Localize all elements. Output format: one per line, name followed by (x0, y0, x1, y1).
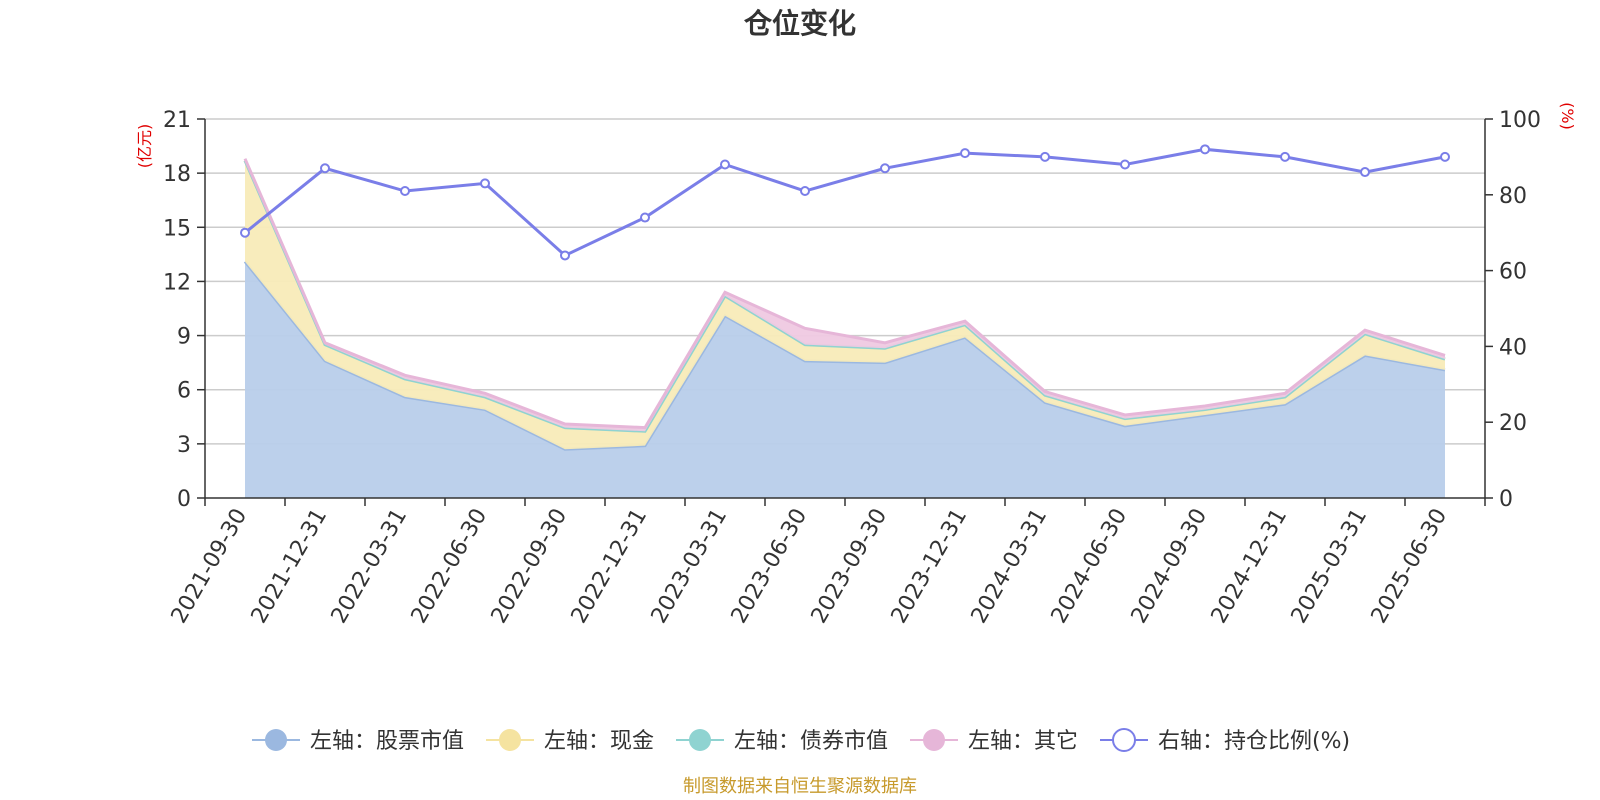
holding-ratio-point (720, 159, 730, 170)
left-tick-label: 6 (177, 379, 191, 404)
legend-swatch-marker (499, 729, 521, 751)
x-tick-label: 2021-12-31 (247, 505, 333, 628)
holding-ratio-point (960, 148, 970, 159)
holding-ratio-point (1120, 159, 1130, 170)
stacked-areas (243, 158, 1446, 498)
legend-label: 左轴：现金 (544, 729, 654, 754)
holding-ratio-point (1280, 151, 1290, 162)
holding-ratio-point (800, 186, 810, 197)
holding-ratio-line (244, 147, 1446, 258)
holding-ratio-point (560, 250, 570, 261)
x-tick-label: 2024-09-30 (1127, 505, 1213, 628)
legend-item: 左轴：其它 (910, 729, 1078, 754)
right-tick-label: 80 (1499, 184, 1527, 209)
x-tick-label: 2022-06-30 (407, 505, 493, 628)
source-note: 制图数据来自恒生聚源数据库 (683, 776, 917, 797)
x-tick-label: 2024-06-30 (1047, 505, 1133, 628)
holding-ratio-point (1200, 144, 1210, 155)
legend-label: 左轴：债券市值 (734, 729, 888, 754)
legend-swatch-marker (923, 729, 945, 751)
x-tick-label: 2025-03-31 (1287, 505, 1373, 628)
legend-item: 左轴：债券市值 (676, 729, 888, 754)
right-tick-label: 0 (1499, 487, 1513, 512)
holding-ratio-point (1360, 167, 1370, 178)
legend-label: 左轴：股票市值 (310, 729, 464, 754)
x-tick-label: 2023-03-31 (647, 505, 733, 628)
right-axis-unit: (%) (1558, 102, 1577, 130)
x-tick-label: 2022-12-31 (567, 505, 653, 628)
right-tick-label: 60 (1499, 260, 1527, 285)
left-tick-label: 18 (163, 162, 191, 187)
holding-ratio-point (480, 178, 490, 189)
x-tick-label: 2025-06-30 (1367, 505, 1453, 628)
left-tick-label: 12 (163, 270, 191, 295)
legend-swatch-marker (689, 729, 711, 751)
legend-label: 左轴：其它 (968, 729, 1078, 754)
holding-ratio-point (320, 163, 330, 174)
legend-swatch-marker (1112, 728, 1136, 752)
legend-item: 左轴：股票市值 (252, 729, 464, 754)
x-tick-label: 2023-12-31 (887, 505, 973, 628)
x-tick-label: 2024-12-31 (1207, 505, 1293, 628)
holding-ratio-point (880, 163, 890, 174)
left-tick-label: 15 (163, 216, 191, 241)
area-edge-line (243, 158, 1446, 430)
legend-swatch-marker (265, 729, 287, 751)
holding-ratio-point (1440, 151, 1450, 162)
holding-ratio-point (1040, 151, 1050, 162)
right-tick-label: 20 (1499, 411, 1527, 436)
left-tick-label: 21 (163, 108, 191, 133)
left-axis-unit: (亿元) (135, 124, 154, 169)
area-fill (245, 261, 1445, 498)
legend-item: 右轴：持仓比例(%) (1100, 728, 1350, 754)
x-tick-label: 2023-06-30 (727, 505, 813, 628)
left-tick-label: 3 (177, 433, 191, 458)
right-tick-label: 100 (1499, 108, 1541, 133)
legend: 左轴：股票市值 左轴：现金 左轴：债券市值 左轴：其它 右轴：持仓比例(%) (252, 728, 1350, 754)
holding-ratio-series (240, 144, 1450, 261)
x-tick-label: 2024-03-31 (967, 505, 1053, 628)
legend-item: 左轴：现金 (486, 729, 654, 754)
holding-ratio-point (640, 212, 650, 223)
legend-label: 右轴：持仓比例(%) (1158, 729, 1350, 754)
holding-ratio-point (400, 186, 410, 197)
x-tick-label: 2023-09-30 (807, 505, 893, 628)
chart-title: 仓位变化 (744, 7, 856, 40)
right-tick-label: 40 (1499, 335, 1527, 360)
left-tick-label: 0 (177, 487, 191, 512)
x-tick-label: 2021-09-30 (167, 505, 253, 628)
x-tick-label: 2022-03-31 (327, 505, 413, 628)
holding-ratio-point (240, 227, 250, 238)
x-tick-label: 2022-09-30 (487, 505, 573, 628)
left-tick-label: 9 (177, 325, 191, 350)
